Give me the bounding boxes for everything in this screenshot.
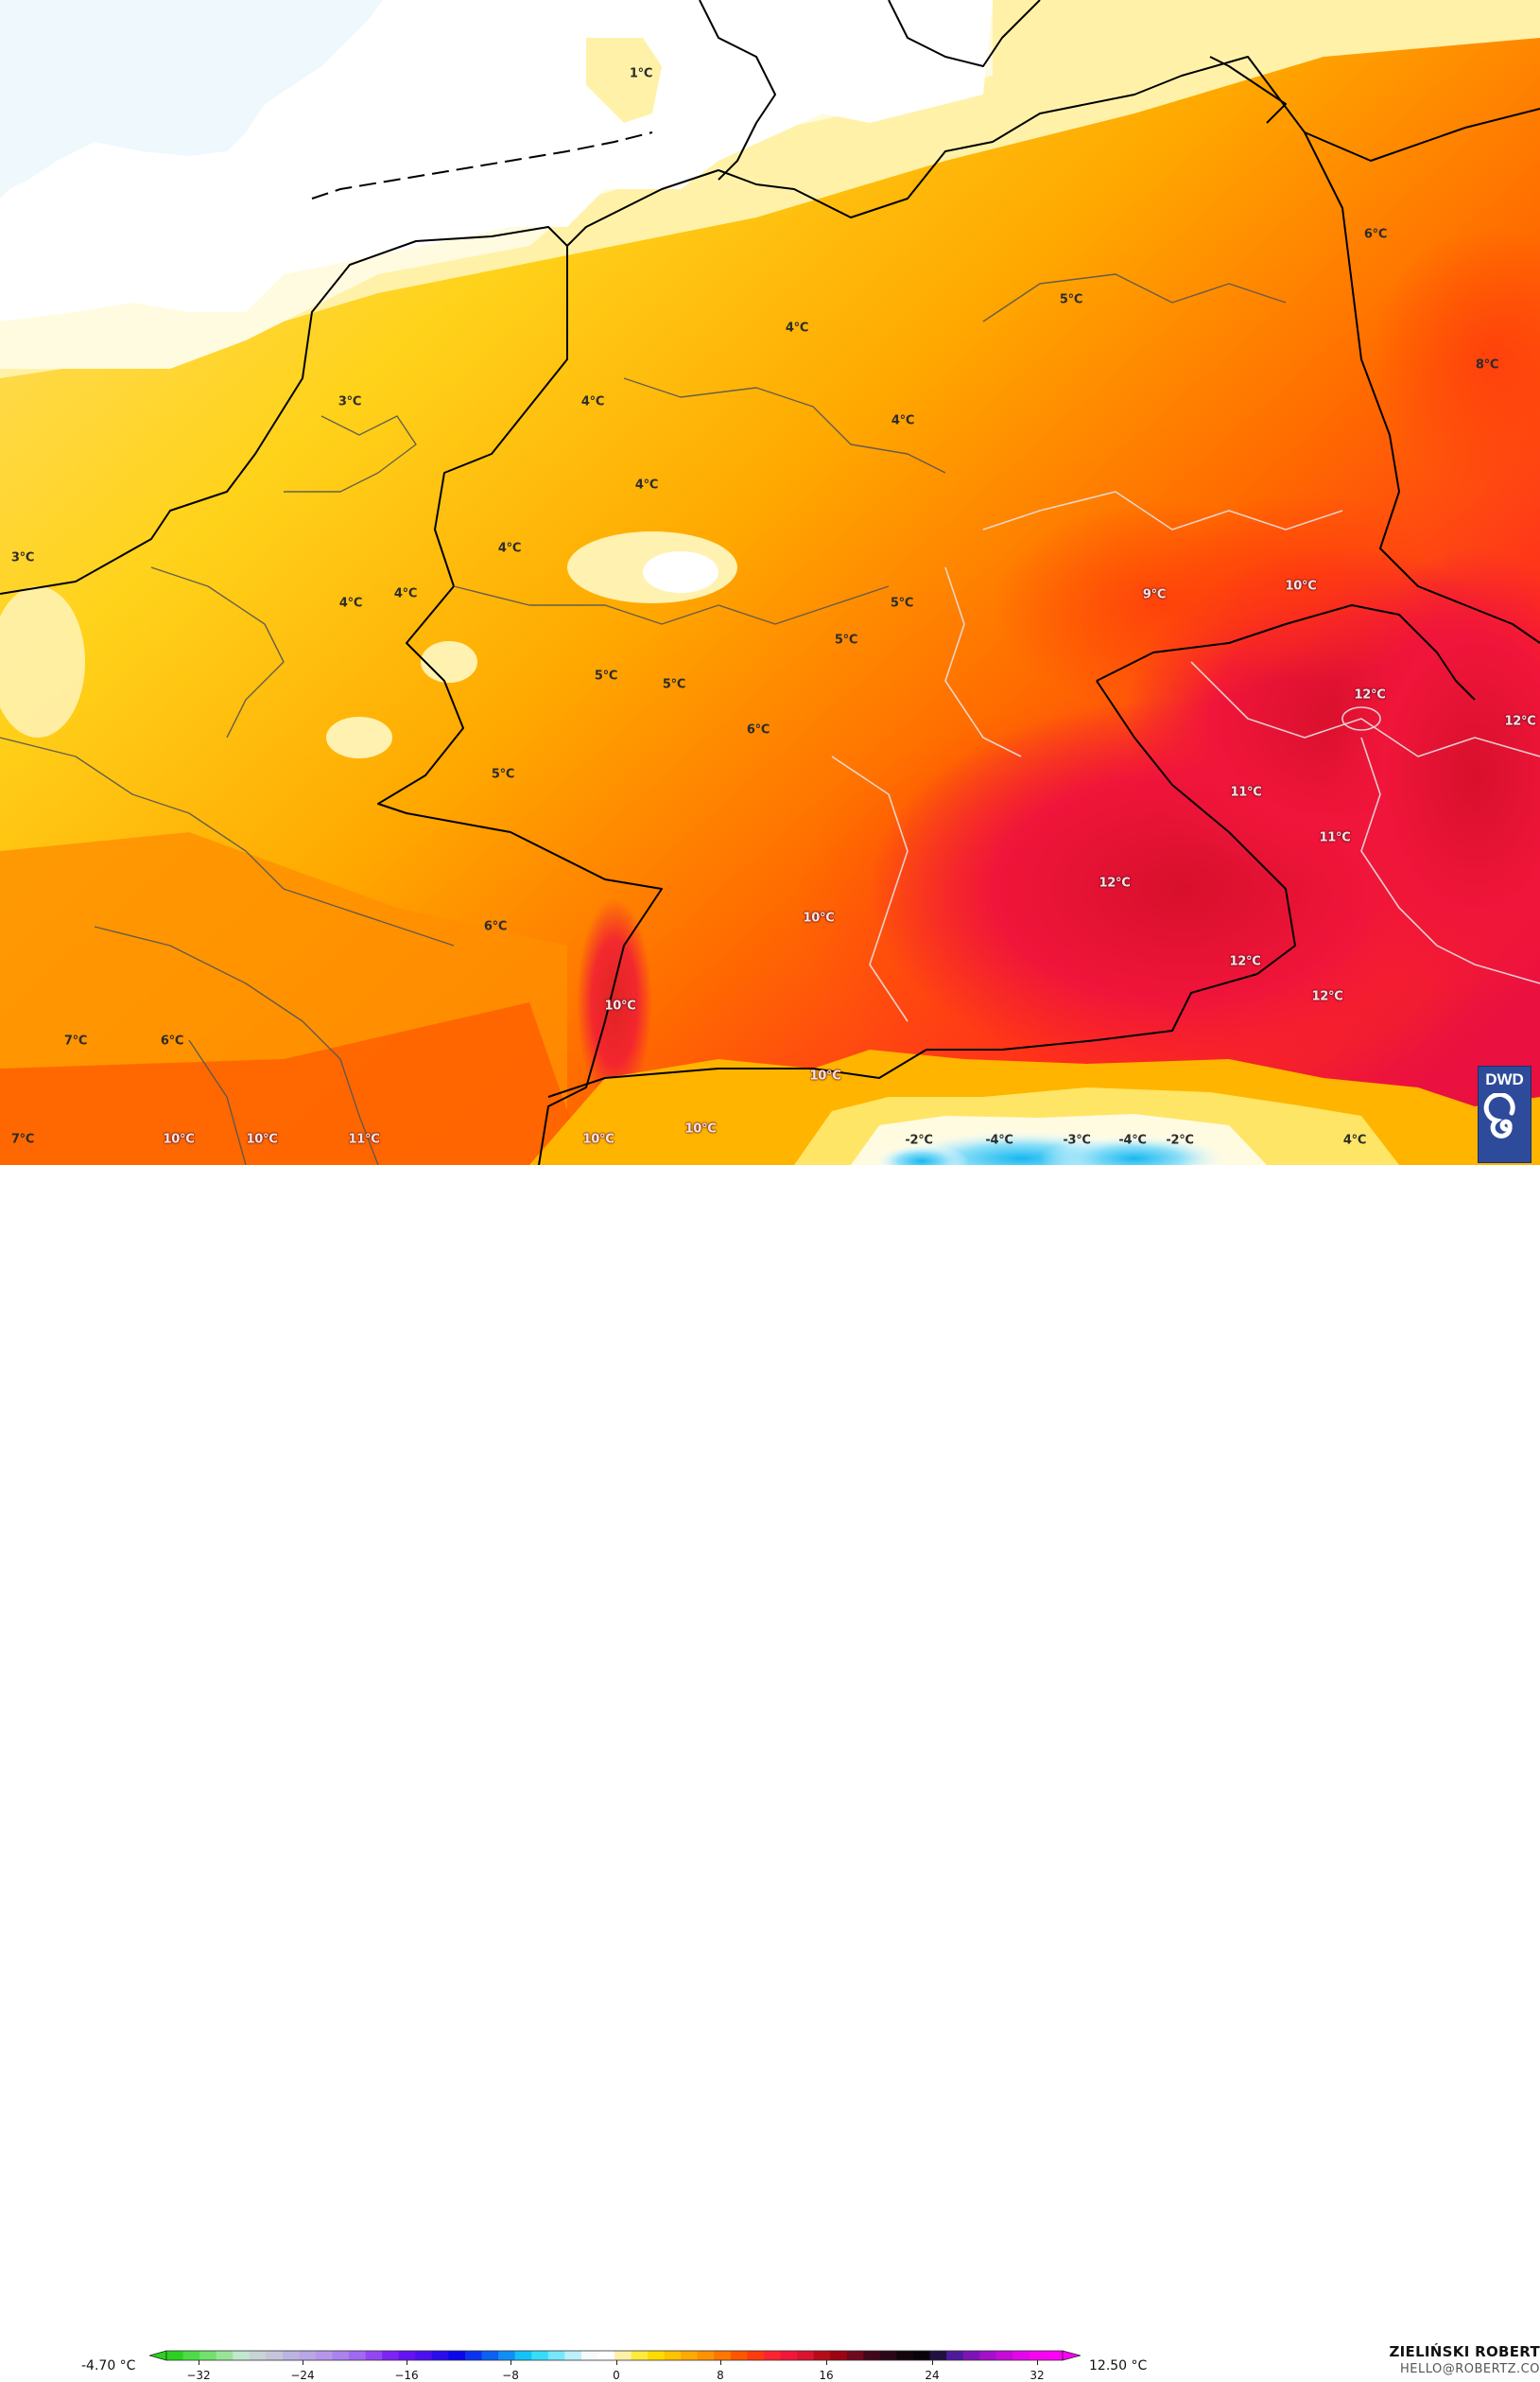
author-email: HELLO@ROBERTZ.CO	[1399, 2362, 1540, 2376]
temperature-label: 5°C	[491, 767, 515, 782]
temperature-label: 11°C	[1230, 785, 1262, 800]
temperature-label: 4°C	[1342, 1133, 1367, 1148]
tick-label: −8	[502, 2369, 519, 2382]
temperature-label: 4°C	[891, 413, 915, 428]
temperature-label: -2°C	[905, 1133, 933, 1148]
tick-mark	[510, 2360, 511, 2365]
temperature-label: 9°C	[1142, 587, 1167, 602]
legend-footer: -4.70 °C −32 −24 −16 −8 0 8 16 24 32 12.50 °C ZI…	[0, 1165, 1540, 2382]
author-name: ZIELIŃSKI ROBERT	[1389, 2343, 1540, 2360]
temperature-label: 5°C	[1059, 292, 1083, 307]
temperature-label: 5°C	[834, 633, 858, 648]
dwd-logo-text: DWD	[1485, 1070, 1524, 1088]
temperature-label: 10°C	[604, 999, 636, 1014]
temperature-label: 3°C	[10, 550, 35, 565]
tick-label: 24	[925, 2369, 940, 2382]
tick-mark	[616, 2360, 617, 2365]
tick-label: 32	[1030, 2369, 1045, 2382]
temperature-label: 12°C	[1311, 989, 1343, 1004]
temperature-label: -4°C	[985, 1133, 1013, 1148]
temperature-map: 1°C 3°C 3°C 4°C 4°C 4°C 4°C 4°C 4°C 4°C 5°C 5°C 5°C 5…	[0, 0, 1540, 1165]
tick-label: 0	[613, 2369, 620, 2382]
temperature-label: 10°C	[803, 911, 835, 926]
tick-label: −16	[394, 2369, 419, 2382]
temperature-label: 5°C	[594, 669, 618, 684]
temperature-label: 5°C	[890, 596, 914, 611]
temperature-label: 5°C	[662, 677, 686, 692]
temperature-label: 10°C	[809, 1069, 841, 1084]
temperature-label: 10°C	[163, 1132, 195, 1147]
temperature-label: 12°C	[1099, 876, 1131, 891]
temperature-label: 6°C	[1363, 227, 1388, 242]
temperature-label: 10°C	[246, 1132, 278, 1147]
temperature-label: 4°C	[338, 596, 363, 611]
temperature-label: -2°C	[1166, 1133, 1194, 1148]
temperature-label: 1°C	[629, 66, 653, 81]
temperature-label: 10°C	[1285, 579, 1317, 594]
temperature-label: 6°C	[746, 722, 770, 738]
temperature-label: 12°C	[1354, 687, 1386, 703]
max-value: 12.50 °C	[1089, 2358, 1148, 2373]
temperature-label: 4°C	[393, 586, 418, 601]
tick-mark	[1037, 2360, 1038, 2365]
temperature-label: -4°C	[1118, 1133, 1147, 1148]
temperature-label: 4°C	[497, 541, 522, 556]
temperature-label: 12°C	[1504, 714, 1536, 729]
temperature-label: 4°C	[785, 321, 809, 336]
temperature-label: 4°C	[634, 478, 659, 493]
colorbar	[149, 2350, 1081, 2361]
spiral-icon	[1483, 1093, 1515, 1139]
tick-label: 16	[819, 2369, 834, 2382]
temperature-label: 11°C	[1319, 830, 1351, 845]
temperature-label: 7°C	[63, 1034, 88, 1049]
temperature-label: 6°C	[160, 1034, 184, 1049]
tick-label: −32	[186, 2369, 211, 2382]
tick-label: −24	[290, 2369, 315, 2382]
temperature-label: 8°C	[1475, 357, 1499, 373]
tick-mark	[826, 2360, 827, 2365]
min-value: -4.70 °C	[81, 2358, 136, 2373]
temperature-label: 12°C	[1229, 954, 1261, 969]
temperature-field	[0, 0, 1540, 1165]
tick-label: 8	[717, 2369, 724, 2382]
temperature-label: 4°C	[580, 394, 605, 409]
tick-mark	[720, 2360, 721, 2365]
temperature-label: -3°C	[1063, 1133, 1091, 1148]
tick-mark	[932, 2360, 933, 2365]
temperature-label: 11°C	[348, 1132, 380, 1147]
temperature-label: 6°C	[483, 919, 508, 934]
temperature-label: 10°C	[684, 1121, 717, 1137]
temperature-label: 7°C	[10, 1132, 35, 1147]
temperature-label: 3°C	[337, 394, 362, 409]
temperature-label: 10°C	[582, 1132, 614, 1147]
dwd-logo: DWD	[1478, 1066, 1531, 1163]
